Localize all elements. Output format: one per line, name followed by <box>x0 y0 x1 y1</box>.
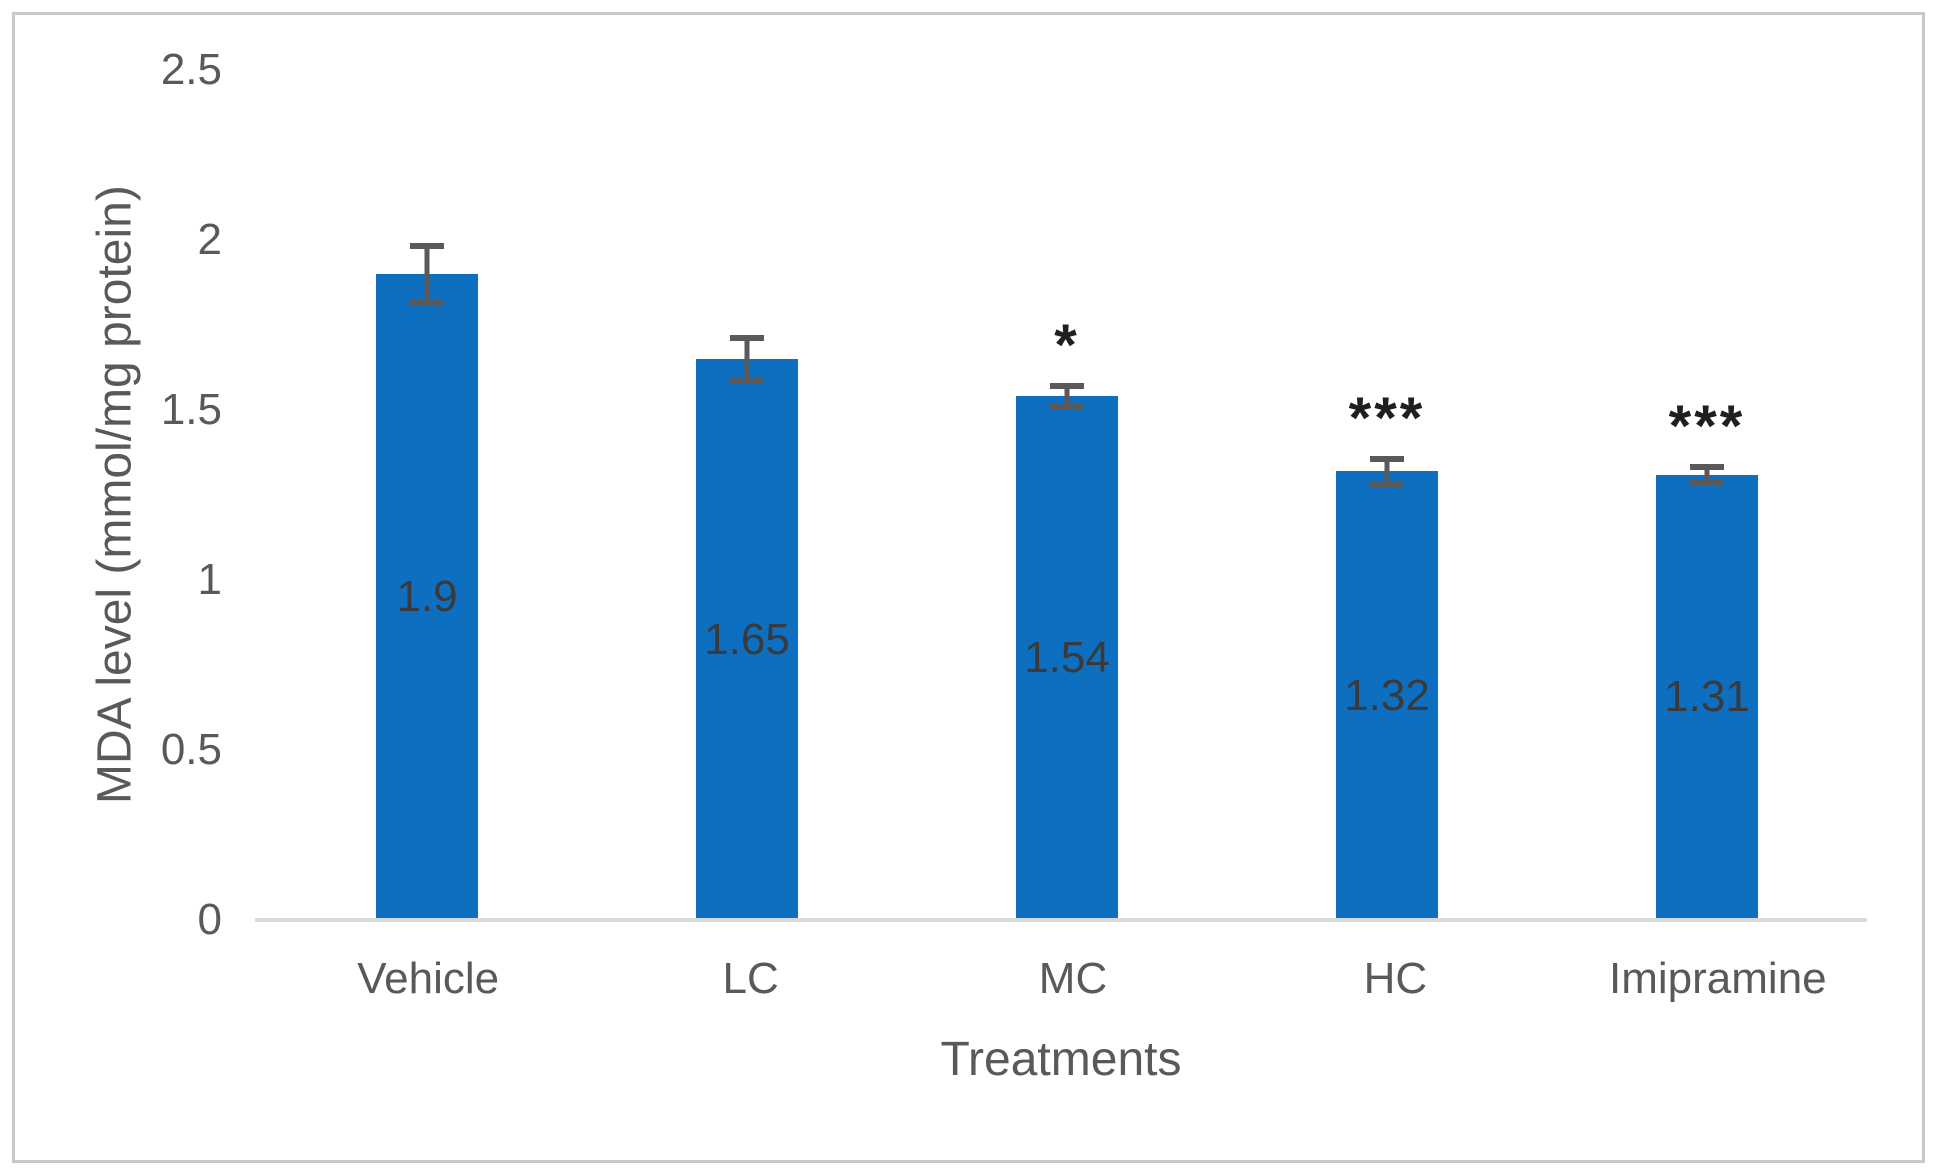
bar-slot: 1.65 <box>587 70 907 920</box>
chart-frame <box>12 12 1925 1163</box>
y-tick-label: 0.5 <box>160 725 222 774</box>
error-bar-top-cap <box>1690 464 1724 471</box>
y-axis-tick-labels: 0 0.5 1 1.5 2 2.5 <box>100 45 222 944</box>
error-bar-bottom-cap <box>730 376 764 383</box>
significance-marker: *** <box>1348 385 1426 451</box>
error-bar-line <box>1704 464 1710 485</box>
error-bar-line <box>424 243 430 305</box>
bar-value-label: 1.31 <box>1664 672 1750 722</box>
bar-slot: 1.54 * <box>907 70 1227 920</box>
bar <box>1656 474 1758 920</box>
y-tick-label: 0 <box>197 895 222 944</box>
error-bar-line <box>1064 382 1070 410</box>
error-bar-bottom-cap <box>1370 480 1404 487</box>
bar <box>696 359 798 920</box>
bar <box>1016 396 1118 920</box>
bar <box>376 274 478 920</box>
significance-marker: *** <box>1668 394 1746 460</box>
significance-marker: * <box>1054 312 1080 378</box>
plot-area: 1.9 1.65 1.54 * 1.32 *** 1.31 *** <box>255 70 1867 922</box>
error-bar-bottom-cap <box>1050 404 1084 410</box>
y-tick-label: 1.5 <box>160 385 222 434</box>
error-bar <box>1690 464 1724 485</box>
error-bar-top-cap <box>730 335 764 342</box>
error-bar-bottom-cap <box>410 298 444 305</box>
bar-slot: 1.31 *** <box>1547 70 1867 920</box>
category-label: HC <box>1363 954 1428 1003</box>
error-bar-line <box>1384 455 1390 487</box>
bar-value-label: 1.9 <box>396 572 458 621</box>
category-label: LC <box>722 954 779 1003</box>
bar-value-label: 1.32 <box>1344 670 1430 720</box>
category-label: Vehicle <box>357 954 500 1003</box>
bar <box>1336 471 1438 920</box>
bar-value-label: 1.54 <box>1024 633 1110 683</box>
error-bar <box>1370 455 1404 487</box>
error-bar-line <box>744 335 750 383</box>
y-tick-label: 2 <box>197 215 222 264</box>
x-axis-line <box>255 918 1867 922</box>
x-axis-title: Treatments <box>940 1033 1182 1086</box>
y-tick-label: 1 <box>197 555 222 604</box>
error-bar-top-cap <box>410 243 444 250</box>
bar-series: 1.9 1.65 1.54 * 1.32 *** 1.31 *** <box>255 70 1867 920</box>
error-bar-top-cap <box>1370 455 1404 462</box>
error-bar <box>410 243 444 305</box>
x-axis-category-labels: Vehicle LC MC HC Imipramine <box>255 954 1879 1004</box>
error-bar <box>1050 382 1084 410</box>
bar-value-label: 1.65 <box>704 614 790 664</box>
bar-slot: 1.32 *** <box>1227 70 1547 920</box>
category-label: Imipramine <box>1609 954 1827 1003</box>
error-bar-top-cap <box>1050 382 1084 389</box>
error-bar-bottom-cap <box>1690 478 1724 485</box>
bar-slot: 1.9 <box>267 70 587 920</box>
category-label: MC <box>1038 954 1108 1003</box>
y-tick-label: 2.5 <box>160 45 222 94</box>
error-bar <box>730 335 764 383</box>
